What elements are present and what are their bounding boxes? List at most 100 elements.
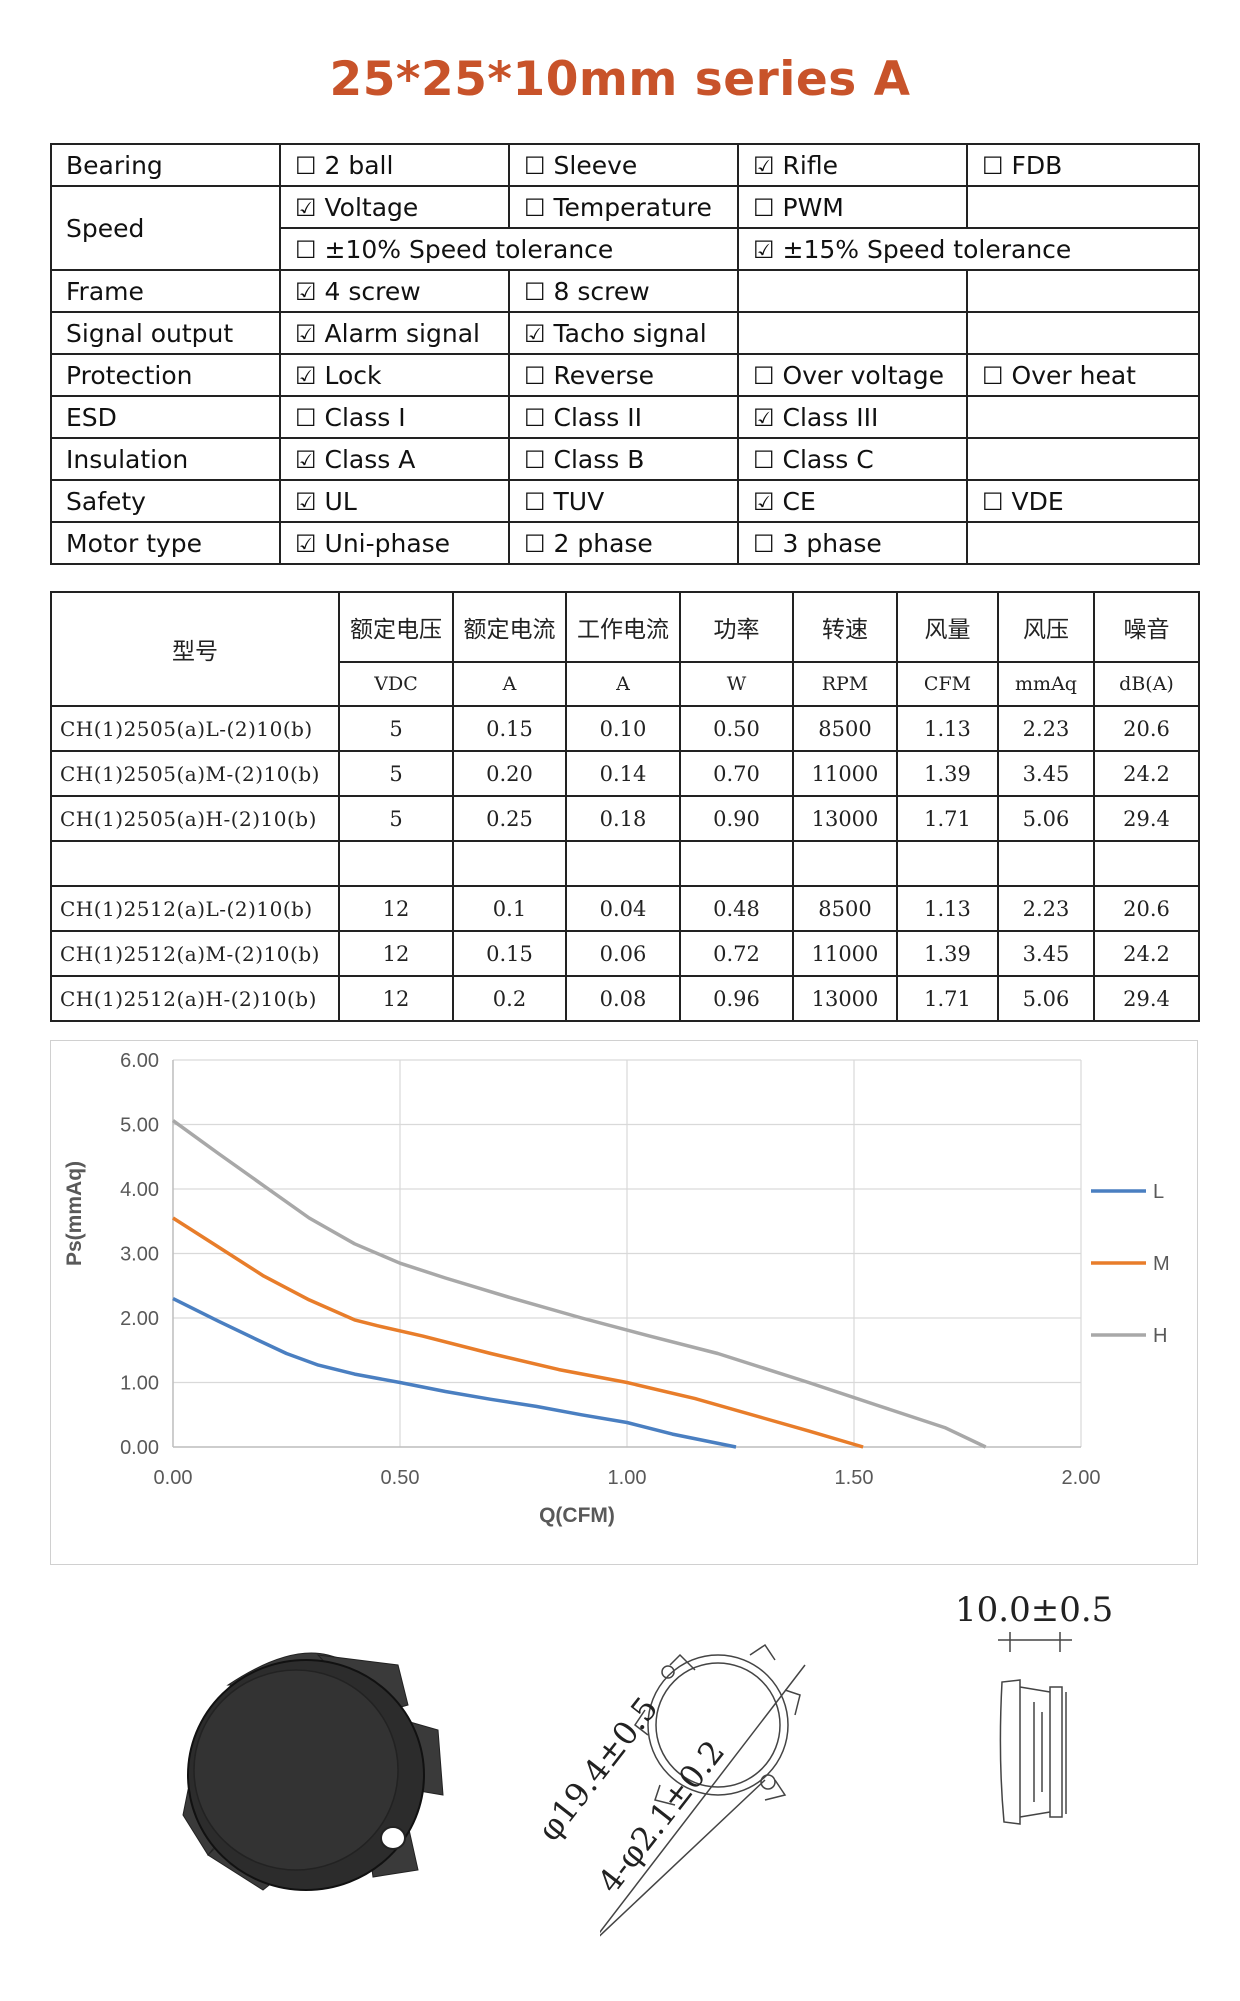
model-cell: CH(1)2512(a)H-(2)10(b) bbox=[50, 975, 340, 1022]
spec-row: CH(1)2505(a)H-(2)10(b) 5 0.25 0.18 0.90 13000… bbox=[50, 795, 1200, 842]
spec-cell: 0.20 bbox=[452, 750, 567, 797]
spec-cell: 0.50 bbox=[679, 705, 794, 752]
spec-cell: 12 bbox=[338, 975, 454, 1022]
feature-row: Motor type ☑ Uni-phase ☐ 2 phase ☐ 3 phase bbox=[50, 521, 1200, 565]
spec-cell: 11000 bbox=[792, 750, 898, 797]
x-tick-label: 1.50 bbox=[835, 1467, 874, 1489]
feature-option bbox=[966, 311, 1200, 355]
feature-option: ☑ ±15% Speed tolerance bbox=[737, 227, 1200, 271]
feature-row: Frame ☑ 4 screw ☐ 8 screw bbox=[50, 269, 1200, 313]
spec-cell bbox=[1093, 840, 1200, 887]
unit-cell: CFM bbox=[896, 661, 999, 707]
feature-row: Safety ☑ UL ☐ TUV ☑ CE ☐ VDE bbox=[50, 479, 1200, 523]
feature-option: ☑ Lock bbox=[279, 353, 510, 397]
feature-option-label: 3 phase bbox=[782, 528, 882, 558]
header-cell: 额定电压 bbox=[338, 591, 454, 663]
feature-option-label: Voltage bbox=[324, 192, 419, 222]
feature-option: ☑ Rifle bbox=[737, 143, 968, 187]
feature-row: Protection ☑ Lock ☐ Reverse ☐ Over voltage ☐ Ove… bbox=[50, 353, 1200, 397]
spec-cell: 1.71 bbox=[896, 975, 999, 1022]
spec-cell: 1.13 bbox=[896, 885, 999, 932]
spec-cell bbox=[452, 840, 567, 887]
spec-cell: 0.15 bbox=[452, 705, 567, 752]
feature-option: ☑ Class III bbox=[737, 395, 968, 439]
checked-box-icon: ☑ bbox=[295, 445, 317, 474]
spec-cell bbox=[792, 840, 898, 887]
feature-option-label: UL bbox=[324, 486, 357, 516]
y-tick-label: 4.00 bbox=[120, 1179, 159, 1201]
feature-option-label: PWM bbox=[782, 192, 844, 222]
spec-cell: 5 bbox=[338, 705, 454, 752]
y-axis-label: Ps(mmAq) bbox=[63, 1161, 86, 1266]
feature-option: ☐ TUV bbox=[508, 479, 739, 523]
unchecked-box-icon: ☐ bbox=[524, 403, 546, 432]
feature-option-label: Over heat bbox=[1011, 360, 1136, 390]
x-tick-label: 1.00 bbox=[608, 1467, 647, 1489]
unchecked-box-icon: ☐ bbox=[753, 193, 775, 222]
feature-option: ☑ Tacho signal bbox=[508, 311, 739, 355]
feature-option: ☑ UL bbox=[279, 479, 510, 523]
feature-option-label: Sleeve bbox=[553, 150, 638, 180]
spec-cell: 5 bbox=[338, 750, 454, 797]
feature-option-label: Class B bbox=[553, 444, 645, 474]
spec-cell: 12 bbox=[338, 930, 454, 977]
feature-option-label: 2 phase bbox=[553, 528, 653, 558]
feature-option: ☐ 2 phase bbox=[508, 521, 739, 565]
feature-option: ☐ Over voltage bbox=[737, 353, 968, 397]
feature-label: Motor type bbox=[50, 521, 281, 565]
spec-cell: 0.18 bbox=[565, 795, 681, 842]
y-tick-label: 1.00 bbox=[120, 1373, 159, 1395]
legend-label-M: M bbox=[1153, 1253, 1170, 1275]
model-cell: CH(1)2505(a)L-(2)10(b) bbox=[50, 705, 340, 752]
spec-cell: 0.1 bbox=[452, 885, 567, 932]
unit-cell: W bbox=[679, 661, 794, 707]
feature-option: ☐ Reverse bbox=[508, 353, 739, 397]
unchecked-box-icon: ☐ bbox=[524, 361, 546, 390]
feature-row: Signal output ☑ Alarm signal ☑ Tacho signal bbox=[50, 311, 1200, 355]
feature-label: Speed bbox=[50, 185, 281, 271]
spec-cell bbox=[997, 840, 1095, 887]
feature-option: ☑ CE bbox=[737, 479, 968, 523]
spec-cell: 8500 bbox=[792, 885, 898, 932]
feature-option: ☐ FDB bbox=[966, 143, 1200, 187]
unchecked-box-icon: ☐ bbox=[982, 151, 1004, 180]
spec-cell bbox=[565, 840, 681, 887]
feature-option-label: VDE bbox=[1011, 486, 1064, 516]
feature-option-label: Uni-phase bbox=[324, 528, 451, 558]
y-tick-label: 3.00 bbox=[120, 1244, 159, 1266]
feature-option-label: ±15% Speed tolerance bbox=[782, 234, 1072, 264]
unit-cell: A bbox=[565, 661, 681, 707]
spec-cell: 29.4 bbox=[1093, 795, 1200, 842]
checked-box-icon: ☑ bbox=[295, 193, 317, 222]
spec-cell: 0.90 bbox=[679, 795, 794, 842]
checked-box-icon: ☑ bbox=[753, 403, 775, 432]
feature-label: Frame bbox=[50, 269, 281, 313]
checked-box-icon: ☑ bbox=[295, 361, 317, 390]
feature-option bbox=[737, 311, 968, 355]
checked-box-icon: ☑ bbox=[295, 319, 317, 348]
feature-option: ☐ Sleeve bbox=[508, 143, 739, 187]
spec-cell: 2.23 bbox=[997, 705, 1095, 752]
spec-cell: 12 bbox=[338, 885, 454, 932]
feature-label: Safety bbox=[50, 479, 281, 523]
feature-option-label: Alarm signal bbox=[324, 318, 480, 348]
spec-cell: 0.10 bbox=[565, 705, 681, 752]
spec-row: CH(1)2512(a)H-(2)10(b) 12 0.2 0.08 0.96 13000… bbox=[50, 975, 1200, 1022]
spec-cell: 11000 bbox=[792, 930, 898, 977]
feature-label: ESD bbox=[50, 395, 281, 439]
spec-row bbox=[50, 840, 1200, 887]
unchecked-box-icon: ☐ bbox=[295, 235, 317, 264]
spec-cell: 20.6 bbox=[1093, 705, 1200, 752]
unchecked-box-icon: ☐ bbox=[524, 529, 546, 558]
feature-option-label: Lock bbox=[324, 360, 382, 390]
x-axis-label: Q(CFM) bbox=[539, 1504, 615, 1527]
feature-option: ☐ Over heat bbox=[966, 353, 1200, 397]
checked-box-icon: ☑ bbox=[295, 529, 317, 558]
unchecked-box-icon: ☐ bbox=[982, 487, 1004, 516]
spec-cell: 3.45 bbox=[997, 750, 1095, 797]
feature-option bbox=[966, 521, 1200, 565]
feature-option: ☐ PWM bbox=[737, 185, 968, 229]
feature-option: ☐ 3 phase bbox=[737, 521, 968, 565]
spec-cell: 1.39 bbox=[896, 750, 999, 797]
feature-option: ☐ 2 ball bbox=[279, 143, 510, 187]
